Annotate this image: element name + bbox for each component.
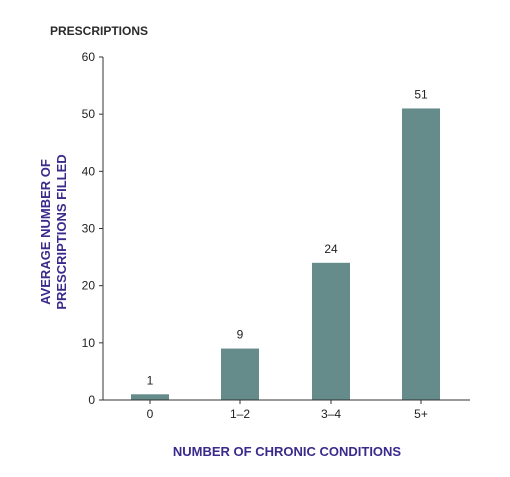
bar-value-label: 51 (414, 87, 428, 101)
y-axis-ticks: 0 10 20 30 40 50 60 (82, 50, 103, 407)
x-axis-ticks: 0 1–2 3–4 5+ (147, 400, 428, 421)
bar-value-label: 1 (147, 373, 154, 387)
bar (312, 262, 350, 400)
y-tick-label: 20 (82, 279, 96, 293)
bar-value-label: 9 (237, 328, 244, 342)
y-axis-label: AVERAGE NUMBER OF PRESCRIPTIONS FILLED (38, 154, 69, 309)
y-axis-label-line-2: PRESCRIPTIONS FILLED (54, 154, 69, 309)
data-labels: 1 9 24 51 (147, 87, 428, 387)
x-tick-label: 0 (147, 407, 154, 421)
x-tick-label: 3–4 (321, 407, 341, 421)
y-tick-label: 30 (82, 222, 96, 236)
y-tick-label: 10 (82, 336, 96, 350)
bar (221, 348, 259, 400)
bar (402, 108, 440, 400)
x-tick-label: 5+ (414, 407, 428, 421)
y-tick-label: 60 (82, 50, 96, 64)
y-tick-label: 40 (82, 164, 96, 178)
x-axis-label: NUMBER OF CHRONIC CONDITIONS (173, 444, 402, 459)
y-tick-label: 50 (82, 107, 96, 121)
chart-title: PRESCRIPTIONS (50, 24, 148, 38)
bar-value-label: 24 (324, 242, 338, 256)
y-tick-label: 0 (88, 393, 95, 407)
bar (131, 394, 169, 400)
bars (131, 108, 440, 400)
y-axis-label-line-1: AVERAGE NUMBER OF (38, 159, 53, 305)
x-tick-label: 1–2 (230, 407, 250, 421)
